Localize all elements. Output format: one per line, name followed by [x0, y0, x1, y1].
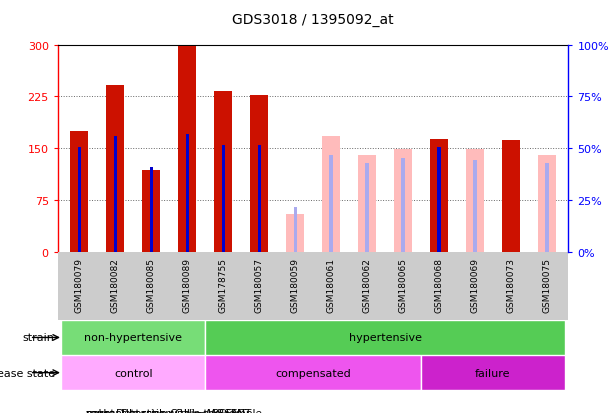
Text: GDS3018 / 1395092_at: GDS3018 / 1395092_at [232, 13, 394, 27]
Text: rank, Detection Call = ABSENT: rank, Detection Call = ABSENT [86, 408, 246, 413]
Bar [538, 156, 556, 252]
Bar [258, 145, 261, 252]
Text: GSM180075: GSM180075 [542, 257, 551, 312]
Bar [322, 136, 340, 252]
Bar [114, 136, 117, 252]
Bar [394, 150, 412, 252]
Text: value, Detection Call = ABSENT: value, Detection Call = ABSENT [86, 408, 251, 413]
Text: GSM180059: GSM180059 [291, 257, 300, 312]
Bar [401, 158, 405, 252]
Text: GSM180079: GSM180079 [75, 257, 84, 312]
Text: hypertensive: hypertensive [348, 332, 421, 343]
Bar [365, 164, 368, 252]
Bar [150, 168, 153, 252]
Text: GSM180089: GSM180089 [183, 257, 192, 312]
Text: GSM180082: GSM180082 [111, 257, 120, 312]
Text: GSM178755: GSM178755 [219, 257, 228, 312]
Bar [330, 156, 333, 252]
Text: GSM180057: GSM180057 [255, 257, 264, 312]
Text: control: control [114, 368, 153, 378]
Bar [421, 355, 565, 390]
Text: GSM180069: GSM180069 [471, 257, 480, 312]
Text: GSM180085: GSM180085 [147, 257, 156, 312]
Text: GSM180061: GSM180061 [326, 257, 336, 312]
Bar [250, 96, 268, 252]
Text: strain: strain [23, 332, 55, 343]
Text: count: count [86, 408, 116, 413]
Text: compensated: compensated [275, 368, 351, 378]
Bar [106, 85, 124, 252]
Bar [61, 320, 206, 355]
Text: percentile rank within the sample: percentile rank within the sample [86, 408, 261, 413]
Bar [61, 355, 206, 390]
Bar [185, 135, 189, 252]
Bar [142, 171, 161, 252]
Bar [214, 92, 232, 252]
Text: GSM180068: GSM180068 [435, 257, 443, 312]
Bar [358, 156, 376, 252]
Bar [545, 164, 548, 252]
Bar [221, 145, 225, 252]
Bar [466, 150, 484, 252]
Text: failure: failure [475, 368, 511, 378]
Bar [437, 147, 441, 252]
Text: GSM180073: GSM180073 [506, 257, 516, 312]
Bar [474, 161, 477, 252]
Bar [71, 131, 88, 252]
Bar [294, 207, 297, 252]
Bar [286, 214, 304, 252]
Bar [430, 140, 448, 252]
Bar [78, 147, 81, 252]
Text: GSM180062: GSM180062 [362, 257, 371, 312]
Text: GSM180065: GSM180065 [398, 257, 407, 312]
Text: non-hypertensive: non-hypertensive [85, 332, 182, 343]
Bar [206, 320, 565, 355]
Text: disease state: disease state [0, 368, 55, 378]
Bar [178, 47, 196, 252]
Bar [502, 140, 520, 252]
Bar [206, 355, 421, 390]
